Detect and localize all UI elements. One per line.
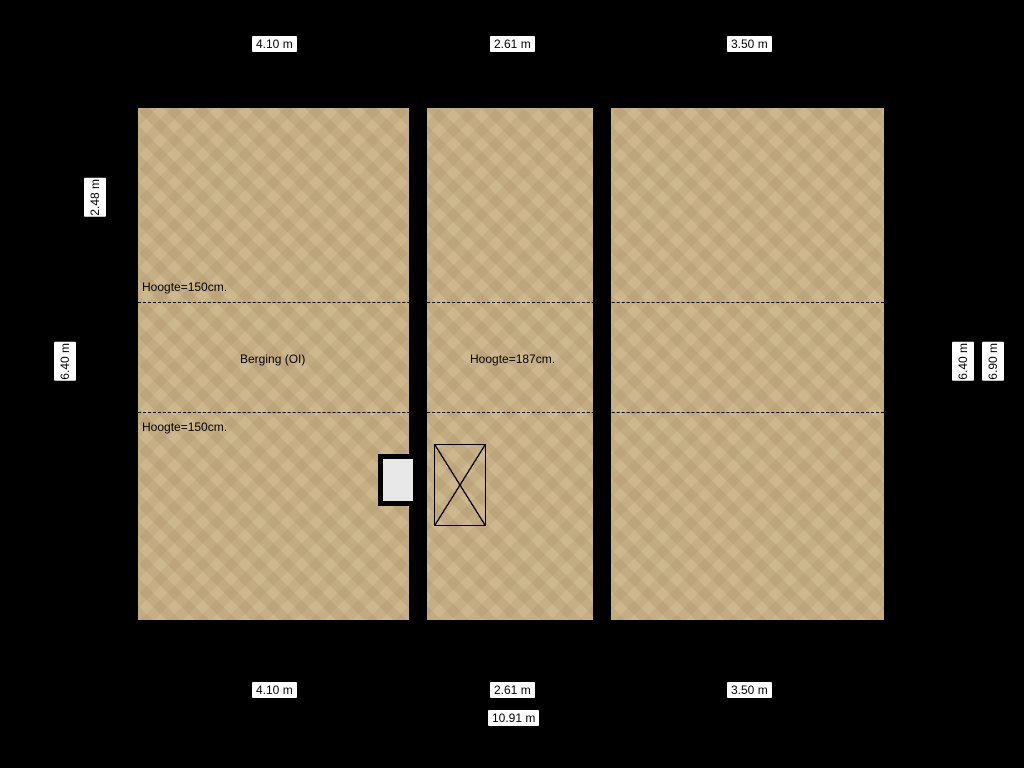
dim-bottom-3: 3.50 m xyxy=(727,682,772,698)
wall-bottom xyxy=(128,620,894,630)
wall-left xyxy=(128,98,138,630)
hatch-box xyxy=(434,444,486,526)
dim-left-outer: 6.40 m xyxy=(54,342,76,381)
wall-interior-2 xyxy=(597,98,607,630)
wall-interior-1 xyxy=(413,98,423,630)
dim-bottom-total: 10.91 m xyxy=(488,710,539,726)
height-label-lower: Hoogte=150cm. xyxy=(142,420,227,434)
opening-box xyxy=(378,454,418,506)
dim-left-inner: 2.48 m xyxy=(84,178,106,217)
dim-top-3: 3.50 m xyxy=(727,36,772,52)
wall-top xyxy=(128,98,894,108)
room-name-label: Berging (OI) xyxy=(240,352,305,366)
height-line-upper xyxy=(138,302,884,303)
dim-bottom-1: 4.10 m xyxy=(252,682,297,698)
height-label-upper: Hoogte=150cm. xyxy=(142,280,227,294)
dim-bottom-2: 2.61 m xyxy=(490,682,535,698)
dim-top-2: 2.61 m xyxy=(490,36,535,52)
height-label-center: Hoogte=187cm. xyxy=(470,352,555,366)
dim-right-inner: 6.40 m xyxy=(952,342,974,381)
dim-top-1: 4.10 m xyxy=(252,36,297,52)
dim-right-outer: 6.90 m xyxy=(982,342,1004,381)
height-line-lower xyxy=(138,412,884,413)
room-3 xyxy=(611,108,884,620)
wall-right xyxy=(884,98,894,630)
